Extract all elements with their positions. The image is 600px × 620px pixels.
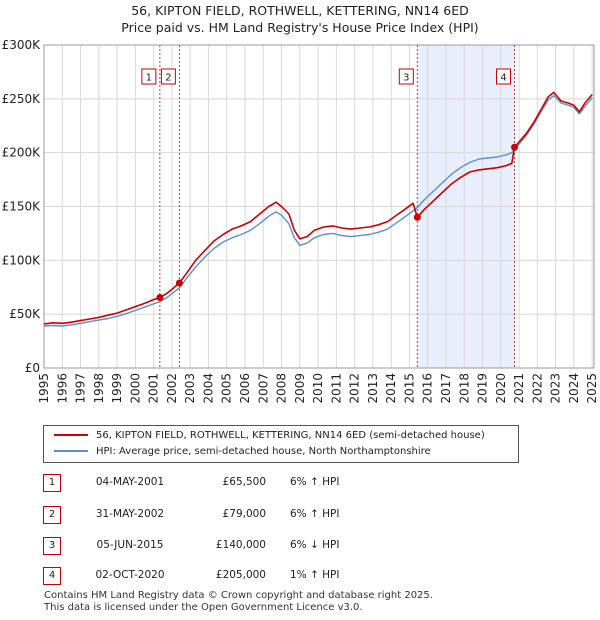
x-tick-label: 2014: [384, 373, 398, 404]
table-row: 4 02-OCT-2020 £205,000 1% ↑ HPI: [0, 567, 600, 587]
x-tick-label: 2003: [183, 373, 197, 404]
transaction-date: 05-JUN-2015: [96, 539, 164, 551]
transaction-date: 31-MAY-2002: [95, 508, 165, 520]
transaction-hpi: 6% ↑ HPI: [290, 476, 340, 488]
y-tick-label: £200K: [2, 146, 42, 160]
transaction-hpi: 6% ↓ HPI: [290, 539, 340, 551]
transaction-badge: 3: [43, 537, 61, 555]
transaction-badge: 4: [43, 567, 61, 585]
transaction-badge-label: 4: [500, 73, 506, 84]
x-tick-label: 2019: [476, 373, 490, 404]
transaction-badge-box: [398, 68, 414, 85]
transaction-badge: 2: [43, 506, 61, 524]
x-tick-label: 2022: [530, 373, 544, 404]
x-tick-label: 2020: [494, 373, 508, 404]
chart-title: 56, KIPTON FIELD, ROTHWELL, KETTERING, N…: [131, 3, 469, 18]
transaction-badge-label: 2: [165, 73, 171, 84]
x-tick-label: 2015: [402, 373, 416, 404]
table-row: 2 31-MAY-2002 £79,000 6% ↑ HPI: [0, 506, 600, 526]
footer-license: This data is licensed under the Open Gov…: [44, 602, 363, 613]
x-tick-label: 2004: [201, 373, 215, 404]
x-tick-label: 2012: [348, 373, 362, 404]
x-tick-label: 2000: [128, 373, 142, 404]
y-tick-label: £50K: [9, 307, 41, 321]
x-tick-label: 2021: [512, 373, 526, 404]
y-tick-label: £250K: [2, 92, 42, 106]
footer-copyright: Contains HM Land Registry data © Crown c…: [44, 590, 433, 601]
transaction-hpi: 6% ↑ HPI: [290, 508, 340, 520]
transaction-badge: 1: [43, 474, 61, 492]
x-tick-label: 2024: [567, 373, 581, 404]
property-price-line: [43, 91, 593, 325]
y-tick-label: £0: [25, 361, 40, 375]
x-tick-label: 1999: [110, 373, 124, 404]
x-tick-label: 2009: [293, 373, 307, 404]
chart-subtitle: Price paid vs. HM Land Registry's House …: [121, 20, 479, 35]
x-tick-label: 2011: [329, 373, 343, 404]
transaction-date: 04-MAY-2001: [95, 476, 165, 488]
transaction-badge-label: 1: [146, 73, 152, 84]
transaction-badge-box: [160, 68, 176, 85]
x-tick-label: 2005: [220, 373, 234, 404]
transaction-point: [156, 293, 164, 301]
legend-item-property: 56, KIPTON FIELD, ROTHWELL, KETTERING, N…: [54, 428, 485, 444]
x-tick-label: 2001: [147, 373, 161, 404]
transaction-badge-box: [496, 68, 512, 85]
plot-area-frame: [43, 44, 595, 369]
x-tick-label: 2010: [311, 373, 325, 404]
transaction-date: 02-OCT-2020: [95, 569, 165, 581]
transaction-point: [413, 213, 421, 221]
x-tick-label: 2018: [457, 373, 471, 404]
legend-property-swatch: [54, 434, 88, 436]
legend-property-label: 56, KIPTON FIELD, ROTHWELL, KETTERING, N…: [96, 430, 485, 441]
y-tick-label: £150K: [2, 200, 42, 214]
x-tick-label: 2007: [256, 373, 270, 404]
x-tick-label: 2016: [421, 373, 435, 404]
transaction-point: [511, 143, 519, 151]
transaction-price: £79,000: [222, 508, 266, 520]
x-tick-label: 2006: [238, 373, 252, 404]
x-tick-label: 2023: [549, 373, 563, 404]
transaction-hpi: 1% ↑ HPI: [290, 569, 340, 581]
x-tick-label: 2008: [275, 373, 289, 404]
transaction-price: £205,000: [215, 569, 266, 581]
transaction-badge-label: 3: [403, 73, 409, 84]
transaction-badge-box: [141, 68, 157, 85]
x-tick-label: 1997: [74, 373, 88, 404]
x-tick-label: 2025: [585, 373, 599, 404]
transaction-price: £65,500: [222, 476, 266, 488]
x-tick-label: 2013: [366, 373, 380, 404]
table-row: 3 05-JUN-2015 £140,000 6% ↓ HPI: [0, 537, 600, 557]
x-tick-label: 1998: [92, 373, 106, 404]
legend-hpi-label: HPI: Average price, semi-detached house,…: [96, 446, 431, 457]
x-tick-label: 2002: [165, 373, 179, 404]
price-chart: £0 £50K £100K £150K £200K £250K £300K 1995 1996 1…: [2, 38, 600, 404]
transaction-point: [175, 279, 183, 287]
y-tick-label: £100K: [2, 253, 42, 267]
x-tick-label: 2017: [439, 373, 453, 404]
table-row: 1 04-MAY-2001 £65,500 6% ↑ HPI: [0, 474, 600, 494]
y-tick-label: £300K: [2, 38, 42, 52]
legend-hpi-swatch: [54, 450, 88, 452]
x-tick-label: 1996: [55, 373, 69, 404]
legend: 56, KIPTON FIELD, ROTHWELL, KETTERING, N…: [43, 425, 519, 463]
legend-item-hpi: HPI: Average price, semi-detached house,…: [54, 444, 431, 460]
x-tick-label: 1995: [37, 373, 51, 404]
transaction-price: £140,000: [215, 539, 266, 551]
